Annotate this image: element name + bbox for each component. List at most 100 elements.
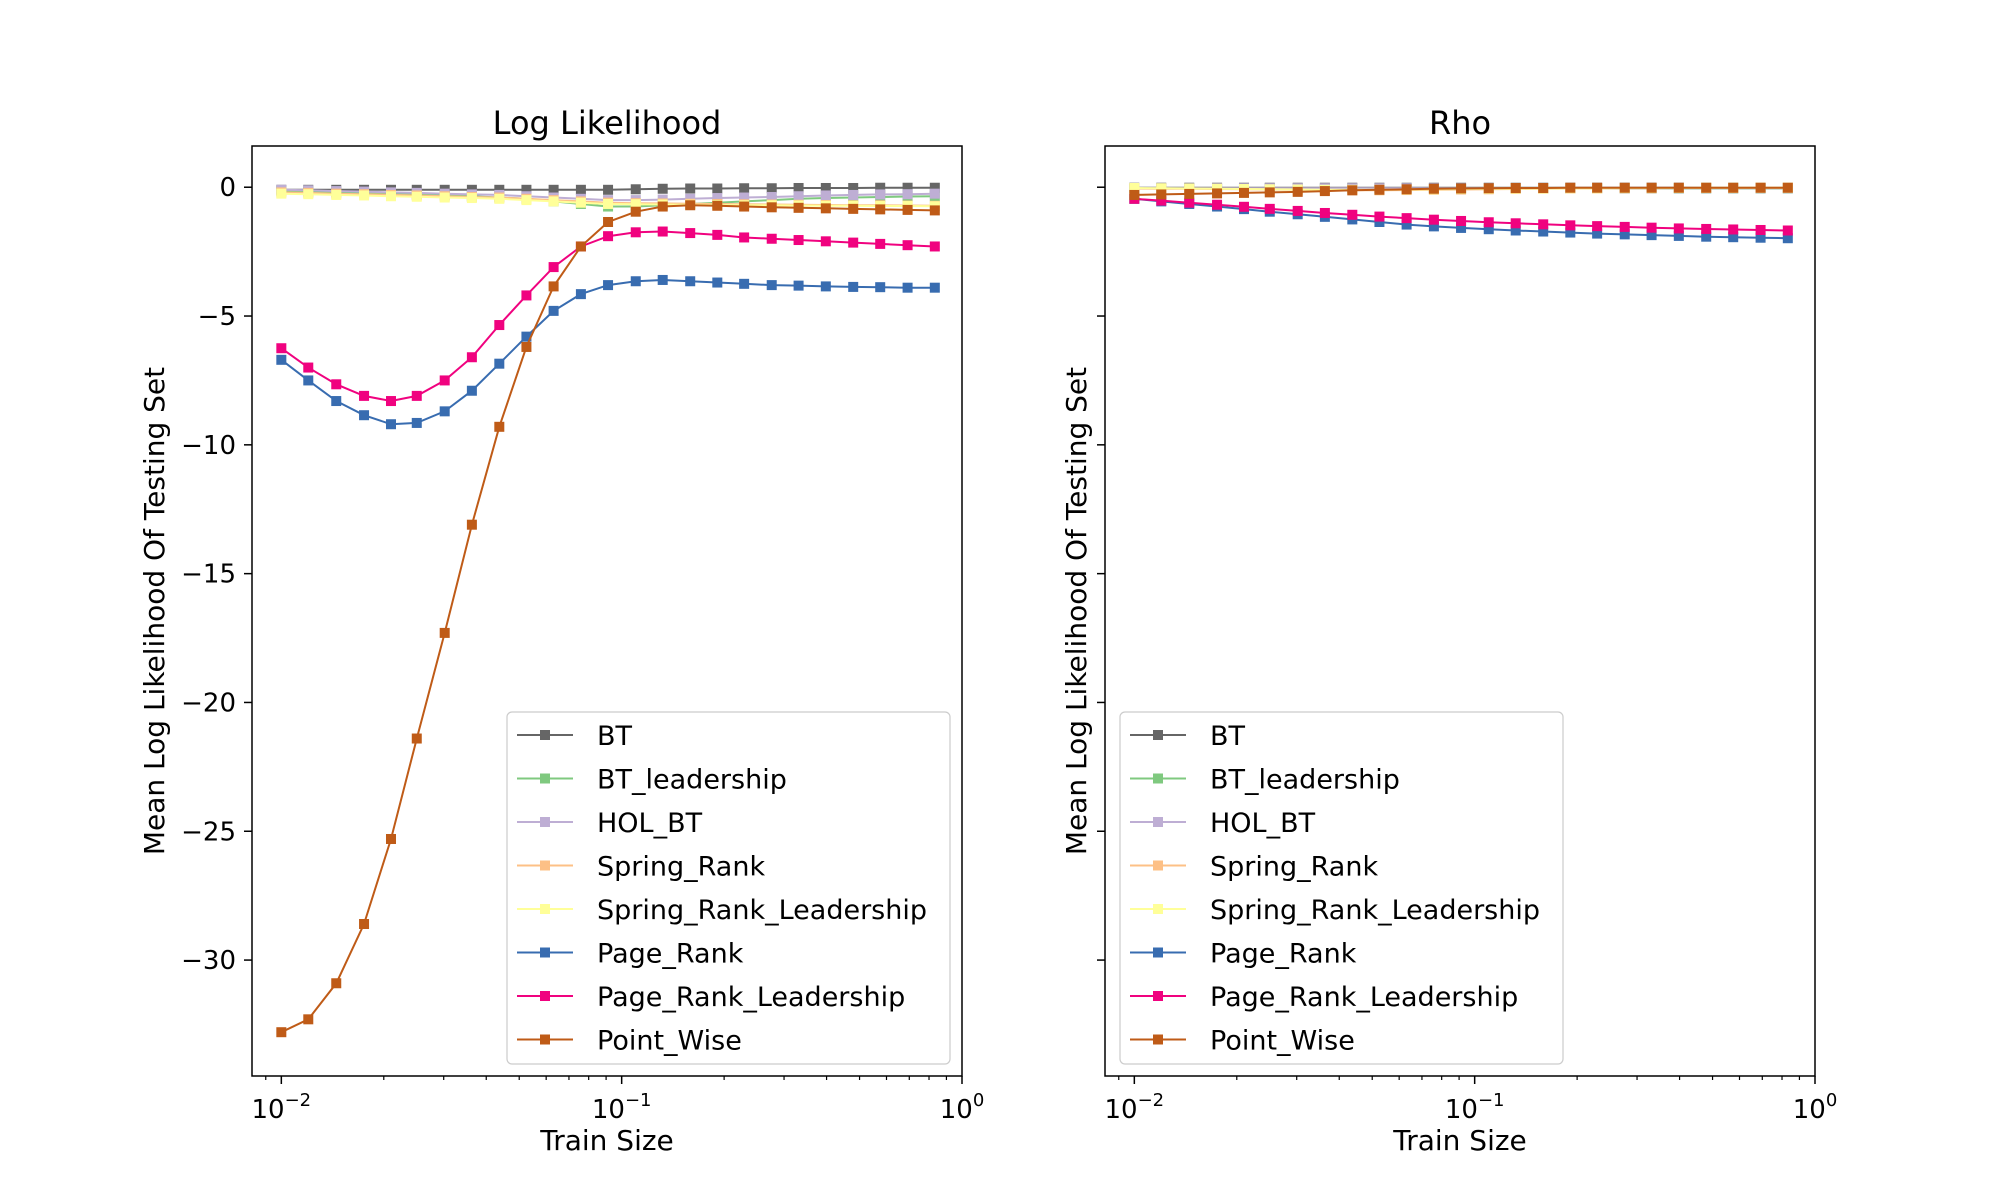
legend-label: Page_Rank_Leadership [1210, 982, 1518, 1013]
data-point [1673, 230, 1684, 241]
legend-box [506, 711, 951, 1065]
data-point [820, 236, 831, 247]
data-point [494, 421, 505, 432]
data-point [411, 417, 422, 428]
data-point [685, 276, 696, 287]
data-point [1483, 224, 1494, 235]
data-point [712, 229, 723, 240]
legend-label: HOL_BT [597, 808, 703, 839]
data-point [1592, 228, 1603, 239]
legend-marker [540, 773, 550, 784]
data-point [929, 282, 940, 293]
data-point [331, 189, 342, 200]
data-point [1264, 203, 1275, 214]
data-point [1238, 187, 1249, 198]
data-point [1292, 186, 1303, 197]
y-tick-label: −25 [181, 817, 236, 847]
panel-title: Rho [1429, 104, 1491, 142]
data-point [575, 197, 586, 208]
legend-marker [1153, 947, 1163, 958]
data-point [575, 184, 586, 195]
x-axis-ticks: 10−2 10−1 100 [252, 1076, 985, 1125]
data-point [1646, 222, 1657, 233]
data-point [548, 262, 559, 273]
data-point [603, 198, 614, 209]
data-point [548, 305, 559, 316]
data-point [1646, 182, 1657, 193]
data-point [1212, 199, 1223, 210]
axes-frame [1104, 145, 1816, 1077]
data-point [1565, 227, 1576, 238]
legend-entry: Spring_Rank_Leadership [1130, 895, 1540, 926]
data-point [1292, 205, 1303, 216]
data-point [603, 216, 614, 227]
data-point [359, 190, 370, 201]
data-point [521, 184, 532, 195]
legend-entry: Page_Rank_Leadership [517, 982, 905, 1013]
data-point [1456, 183, 1467, 194]
legend-marker [540, 904, 550, 914]
data-point [630, 199, 641, 210]
data-point [1347, 209, 1358, 220]
data-point [793, 191, 804, 202]
data-point [385, 396, 396, 407]
legend-marker [1153, 773, 1163, 784]
data-point [276, 188, 287, 199]
data-point [712, 200, 723, 211]
legend-entry: BT [517, 721, 633, 752]
legend-label: Point_Wise [1210, 1026, 1355, 1057]
data-point [575, 241, 586, 252]
data-point [848, 203, 859, 214]
data-point [739, 278, 750, 289]
data-point [630, 227, 641, 238]
data-point [766, 183, 777, 194]
data-point [630, 206, 641, 217]
y-axis-ticks: 0 −5 −10 −15 −20 −25 −30 [181, 173, 252, 976]
data-point [1538, 226, 1549, 237]
data-point [875, 182, 886, 193]
data-point [494, 320, 505, 331]
data-point [929, 205, 940, 216]
x-tick-label: 10−2 [252, 1090, 312, 1125]
data-point [331, 379, 342, 390]
data-point [739, 232, 750, 243]
axes-frame [251, 145, 963, 1077]
data-point [303, 362, 314, 373]
legend-label: Spring_Rank_Leadership [1210, 895, 1540, 926]
data-point [411, 191, 422, 202]
data-point [820, 281, 831, 292]
legend-entry: HOL_BT [517, 808, 703, 839]
data-point [685, 200, 696, 211]
legend-entry: HOL_BT [1130, 808, 1316, 839]
data-point [303, 189, 314, 200]
data-point [1374, 211, 1385, 222]
data-point [466, 352, 477, 363]
data-point [385, 419, 396, 430]
data-point [848, 281, 859, 292]
x-tick-label: 10−1 [592, 1090, 652, 1125]
panel-rho: Rho 10−2 10−1 100 Train Size Mean Log Like… [1060, 104, 1837, 1157]
data-point [902, 189, 913, 200]
x-axis-label: Train Size [1392, 1124, 1527, 1157]
legend-entry: BT [1130, 721, 1246, 752]
data-point [411, 733, 422, 744]
legend: BT BT_leadership HOL_BT Spring_Rank Spring_R… [1119, 711, 1564, 1065]
legend-marker [540, 860, 550, 871]
data-point [929, 188, 940, 199]
y-tick-label: −10 [181, 431, 236, 461]
data-point [1483, 217, 1494, 228]
data-point [1156, 183, 1167, 194]
legend-marker [540, 817, 550, 827]
legend-label: Point_Wise [597, 1026, 742, 1057]
legend-entry: Spring_Rank_Leadership [517, 895, 927, 926]
x-tick-label: 100 [940, 1090, 985, 1125]
data-point [902, 282, 913, 293]
data-point [712, 183, 723, 194]
series-page-rank [276, 274, 940, 430]
data-point [603, 280, 614, 291]
legend-label: Page_Rank_Leadership [597, 982, 905, 1013]
data-point [1456, 215, 1467, 226]
data-point [1428, 221, 1439, 232]
y-tick-label: −20 [181, 688, 236, 718]
data-point [739, 192, 750, 203]
